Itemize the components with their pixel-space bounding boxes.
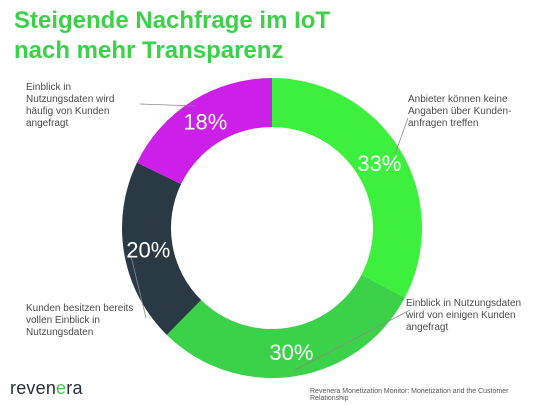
revenera-logo: revenera xyxy=(10,378,83,398)
annotation-slice-30: Einblick in Nutzungsdaten wird von einig… xyxy=(406,298,522,333)
annotation-slice-18: Einblick in Nutzungsdaten wird häufig vo… xyxy=(26,82,115,129)
slice-value-label: 33% xyxy=(357,151,401,176)
slice-value-label: 20% xyxy=(126,237,170,262)
chart-title: Steigende Nachfrage im IoT nach mehr Tra… xyxy=(14,6,330,66)
slice-value-label: 18% xyxy=(183,110,227,135)
donut-slice-3 xyxy=(121,162,202,335)
leader-line xyxy=(394,117,409,154)
leader-line xyxy=(294,309,411,371)
annotation-slice-33: Anbieter können keine Angaben über Kunde… xyxy=(408,94,512,129)
leader-line xyxy=(129,252,147,319)
donut-slice-4 xyxy=(136,78,272,184)
title-line-2: nach mehr Transparenz xyxy=(14,37,284,64)
annotation-slice-20: Kunden besitzen bereits vollen Einblick … xyxy=(26,303,134,338)
donut-slice-2 xyxy=(166,274,405,378)
leader-line xyxy=(139,103,196,107)
source-note: Revenera Monetization Monitor: Monetizat… xyxy=(310,388,509,402)
title-line-1: Steigende Nachfrage im IoT xyxy=(14,7,331,34)
donut-slice-1 xyxy=(272,78,422,298)
slice-value-label: 30% xyxy=(269,340,313,365)
